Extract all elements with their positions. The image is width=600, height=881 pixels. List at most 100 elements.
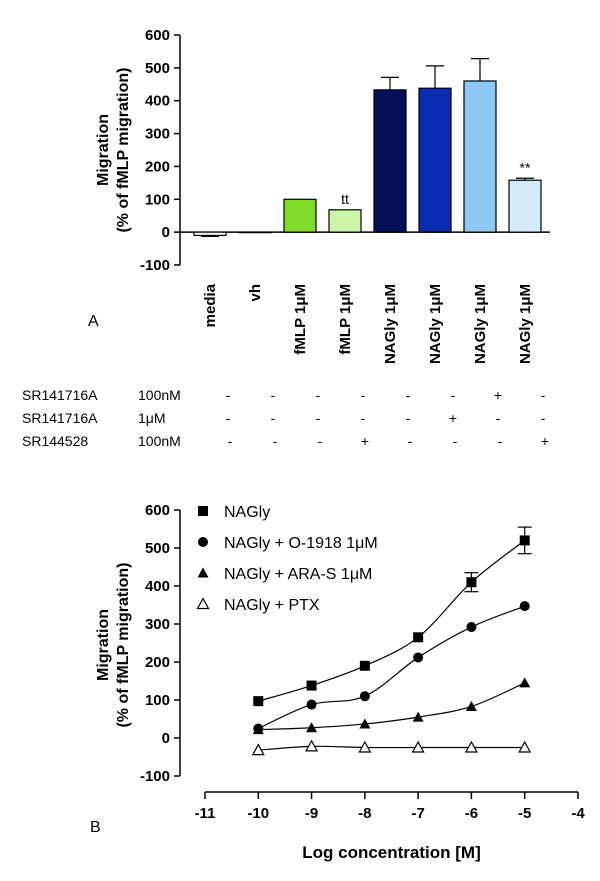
treatment-mark: - xyxy=(408,433,413,449)
legend-label: NAGly xyxy=(224,504,270,521)
y-axis-label: Migration (% of fMLP migration) xyxy=(95,67,132,232)
treatment-mark: - xyxy=(318,433,323,449)
treatment-mark: - xyxy=(271,410,276,426)
treatment-mark: - xyxy=(226,410,231,426)
treatment-name: SR141716A xyxy=(22,387,98,403)
treatment-mark: - xyxy=(496,410,501,426)
y-tick-label: 100 xyxy=(145,692,170,709)
treatment-mark: + xyxy=(541,433,549,449)
treatment-name: SR141716A xyxy=(22,410,98,426)
y-tick-label: 600 xyxy=(145,502,170,519)
x-tick-label: -10 xyxy=(247,805,269,822)
treatment-mark: - xyxy=(361,410,366,426)
treatment-mark: - xyxy=(271,387,276,403)
data-point xyxy=(412,711,424,722)
data-point xyxy=(251,743,265,756)
treatment-mark: - xyxy=(361,387,366,403)
data-point xyxy=(519,535,530,546)
y-axis-label-line2: (% of fMLP migration) xyxy=(115,67,132,232)
y-tick-label: -100 xyxy=(140,768,170,785)
y-tick-label: 400 xyxy=(145,93,170,110)
bar xyxy=(283,198,317,233)
legend-label: NAGly + PTX xyxy=(224,597,320,614)
series-curve xyxy=(258,682,525,731)
x-tick-label: NAGly 1μM xyxy=(472,284,489,364)
treatment-mark: + xyxy=(494,387,502,403)
data-point xyxy=(359,718,371,729)
significance-mark: tt xyxy=(341,191,349,207)
bar xyxy=(328,209,362,233)
treatment-mark: - xyxy=(541,387,546,403)
treatment-concentration: 100nM xyxy=(138,433,181,449)
y-tick-label: 300 xyxy=(145,616,170,633)
data-point xyxy=(466,622,477,633)
y-tick-label: 300 xyxy=(145,126,170,143)
treatment-mark: - xyxy=(226,387,231,403)
series-curve xyxy=(258,605,525,730)
data-point xyxy=(253,696,264,707)
x-tick-label: -5 xyxy=(518,805,531,822)
x-tick-label: NAGly 1μM xyxy=(517,284,534,364)
treatment-mark: - xyxy=(316,410,321,426)
data-point xyxy=(306,699,317,710)
y-tick-label: 200 xyxy=(145,158,170,175)
data-point xyxy=(466,577,477,588)
y-tick-label: 0 xyxy=(162,730,170,747)
treatment-mark: - xyxy=(406,387,411,403)
y-tick-label: -100 xyxy=(140,257,170,274)
x-tick-label: NAGly 1μM xyxy=(427,284,444,364)
data-point xyxy=(519,601,530,612)
data-point xyxy=(359,691,370,702)
data-point xyxy=(411,740,425,753)
bar xyxy=(463,80,497,233)
treatment-concentration: 1μM xyxy=(138,410,166,426)
legend-label: NAGly + ARA-S 1μM xyxy=(224,566,372,583)
y-axis-label-line1: Migration xyxy=(95,114,112,186)
treatment-mark: - xyxy=(451,387,456,403)
y-tick-label: 500 xyxy=(145,60,170,77)
data-point xyxy=(198,506,208,516)
y-tick-label: 0 xyxy=(162,224,170,241)
bar xyxy=(193,231,227,237)
treatment-name: SR144528 xyxy=(22,433,88,449)
x-tick-label: -8 xyxy=(358,805,371,822)
x-tick-label: NAGly 1μM xyxy=(382,284,399,364)
treatment-mark: - xyxy=(498,433,503,449)
data-point xyxy=(358,740,372,753)
treatment-mark: + xyxy=(449,410,457,426)
x-tick-label: media xyxy=(202,283,219,327)
treatment-mark: - xyxy=(228,433,233,449)
y-tick-label: 200 xyxy=(145,654,170,671)
data-point xyxy=(519,677,531,688)
x-tick-label: -11 xyxy=(195,805,216,822)
panel-a-letter: A xyxy=(88,313,99,330)
data-point xyxy=(198,537,208,547)
x-tick-label: -6 xyxy=(465,805,478,822)
significance-mark: ** xyxy=(520,159,531,175)
y-axis-label: Migration (% of fMLP migration) xyxy=(95,562,132,727)
data-point xyxy=(359,660,370,671)
data-point xyxy=(413,652,424,663)
data-point xyxy=(305,739,319,752)
data-point xyxy=(252,724,264,735)
panel-b-letter: B xyxy=(90,819,101,836)
treatment-mark: - xyxy=(406,410,411,426)
treatment-mark: - xyxy=(541,410,546,426)
data-point xyxy=(413,632,424,643)
y-tick-label: 400 xyxy=(145,578,170,595)
bar xyxy=(238,231,272,234)
x-tick-label: vh xyxy=(247,284,264,302)
series-curve xyxy=(258,745,525,751)
bar xyxy=(373,89,407,233)
treatment-table: SR141716A 100nM - - - - - - + - SR141716A 1μM - - - - - +… xyxy=(22,387,549,449)
treatment-concentration: 100nM xyxy=(138,387,181,403)
bar xyxy=(508,179,542,233)
x-tick-label: fMLP 1μM xyxy=(337,284,354,355)
x-tick-label: -9 xyxy=(305,805,318,822)
x-tick-label: -7 xyxy=(411,805,424,822)
panel-a-chart: -100 0 100 200 300 400 500 600 Migration (% of fM… xyxy=(95,27,550,364)
bar xyxy=(418,87,452,233)
data-point xyxy=(464,740,478,753)
treatment-mark: + xyxy=(361,433,369,449)
